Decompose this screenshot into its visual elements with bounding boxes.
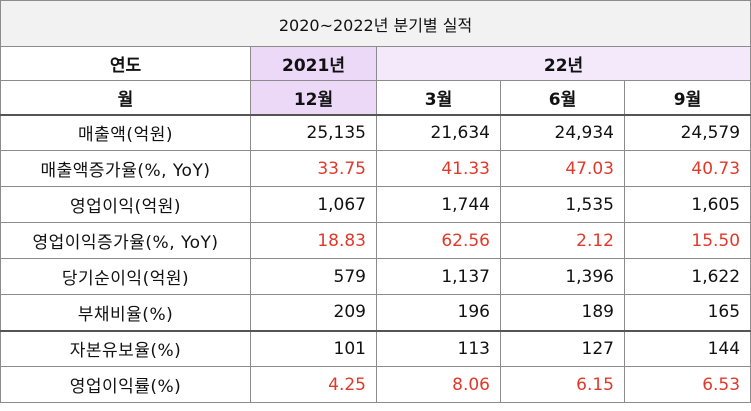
- table-title: 2020~2022년 분기별 실적: [0, 0, 751, 47]
- month-column-label: 월: [0, 80, 251, 116]
- cell-value: 165: [623, 294, 751, 332]
- table-row: 매출액(억원) 25,135 21,634 24,934 24,579: [0, 114, 751, 151]
- row-label: 영업이익(억원): [0, 186, 251, 223]
- cell-value: 144: [623, 330, 751, 367]
- cell-value: 25,135: [250, 114, 377, 151]
- row-label: 당기순이익(억원): [0, 258, 251, 295]
- cell-value: 1,622: [623, 258, 751, 295]
- cell-value: 41.33: [376, 150, 501, 187]
- cell-value: 8.06: [376, 366, 501, 403]
- cell-value: 2.12: [500, 222, 625, 259]
- cell-value: 1,535: [500, 186, 625, 223]
- cell-value: 209: [250, 294, 377, 332]
- cell-value: 6.53: [623, 366, 751, 403]
- cell-value: 33.75: [250, 150, 377, 187]
- table-row: 부채비율(%) 209 196 189 165: [0, 294, 751, 332]
- cell-value: 1,396: [500, 258, 625, 295]
- table-row: 자본유보율(%) 101 113 127 144: [0, 330, 751, 367]
- cell-value: 189: [500, 294, 625, 332]
- table-row: 영업이익(억원) 1,067 1,744 1,535 1,605: [0, 186, 751, 223]
- cell-value: 1,067: [250, 186, 377, 223]
- cell-value: 101: [250, 330, 377, 367]
- row-label: 매출액증가율(%, YoY): [0, 150, 251, 187]
- month-header-row: 월 12월 3월 6월 9월: [0, 80, 751, 116]
- table-row: 영업이익증가율(%, YoY) 18.83 62.56 2.12 15.50: [0, 222, 751, 259]
- month-header: 12월: [250, 80, 377, 116]
- year-2022-header: 22년: [375, 46, 751, 81]
- table-row: 당기순이익(억원) 579 1,137 1,396 1,622: [0, 258, 751, 295]
- cell-value: 24,934: [500, 114, 625, 151]
- cell-value: 579: [250, 258, 377, 295]
- year-header-row: 연도 2021년 22년: [0, 46, 751, 81]
- month-header: 9월: [623, 80, 751, 116]
- row-label: 자본유보율(%): [0, 330, 251, 367]
- cell-value: 40.73: [623, 150, 751, 187]
- cell-value: 47.03: [500, 150, 625, 187]
- cell-value: 1,137: [376, 258, 501, 295]
- cell-value: 62.56: [376, 222, 501, 259]
- cell-value: 18.83: [250, 222, 377, 259]
- table-row: 영업이익률(%) 4.25 8.06 6.15 6.53: [0, 366, 751, 403]
- row-label: 매출액(억원): [0, 114, 251, 151]
- cell-value: 6.15: [500, 366, 625, 403]
- month-header: 6월: [500, 80, 625, 116]
- table-row: 매출액증가율(%, YoY) 33.75 41.33 47.03 40.73: [0, 150, 751, 187]
- title-row: 2020~2022년 분기별 실적: [0, 0, 751, 47]
- cell-value: 1,605: [623, 186, 751, 223]
- year-column-label: 연도: [0, 46, 251, 81]
- cell-value: 4.25: [250, 366, 377, 403]
- row-label: 영업이익증가율(%, YoY): [0, 222, 251, 259]
- row-label: 부채비율(%): [0, 294, 251, 332]
- year-2021-header: 2021년: [250, 46, 377, 81]
- cell-value: 1,744: [376, 186, 501, 223]
- cell-value: 127: [500, 330, 625, 367]
- cell-value: 196: [376, 294, 501, 332]
- cell-value: 15.50: [623, 222, 751, 259]
- cell-value: 113: [376, 330, 501, 367]
- row-label: 영업이익률(%): [0, 366, 251, 403]
- month-header: 3월: [376, 80, 501, 116]
- cell-value: 24,579: [623, 114, 751, 151]
- cell-value: 21,634: [376, 114, 501, 151]
